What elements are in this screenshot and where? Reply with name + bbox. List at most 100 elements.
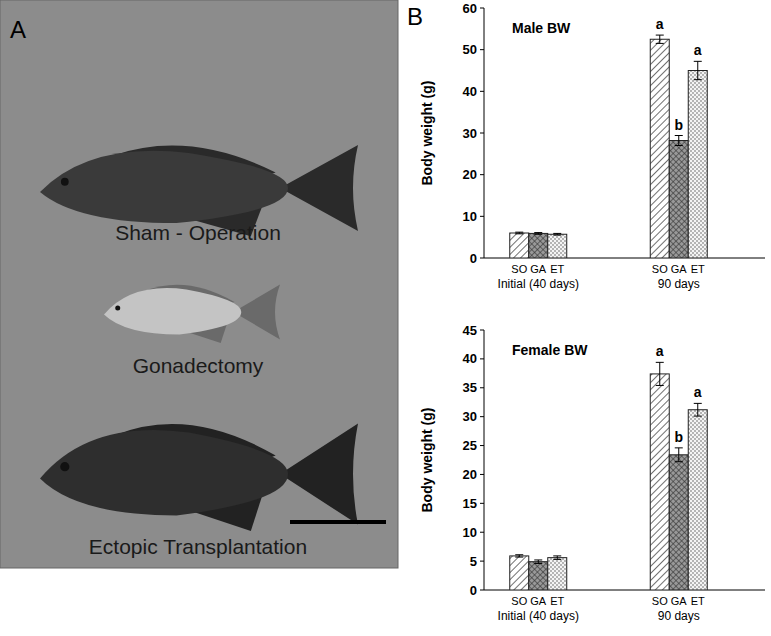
error-bar xyxy=(553,233,561,235)
y-tick-label: 45 xyxy=(463,323,477,338)
y-tick-label: 50 xyxy=(463,42,477,57)
y-tick xyxy=(480,174,484,175)
y-tick xyxy=(480,8,484,9)
y-axis xyxy=(484,330,485,590)
y-tick xyxy=(480,561,484,562)
x-tick-label: GA xyxy=(671,595,688,607)
significance-letter: a xyxy=(656,16,664,32)
chart-title: Male BW xyxy=(512,20,571,36)
x-tick-label: GA xyxy=(530,263,547,275)
x-tick-label: ET xyxy=(691,595,705,607)
photo-label: Ectopic Transplantation xyxy=(89,535,307,558)
photo-background xyxy=(0,0,398,568)
y-axis-title: Body weight (g) xyxy=(419,81,435,186)
scale-bar xyxy=(290,520,386,524)
y-axis-title: Body weight (g) xyxy=(419,408,435,513)
bar-chart: 0 5 10 15 20 25 30 35 40 45 Body weight (g) Female … xyxy=(419,323,765,624)
chart-title: Female BW xyxy=(512,342,588,358)
y-tick xyxy=(480,387,484,388)
y-tick-label: 20 xyxy=(463,167,477,182)
x-tick-label: ET xyxy=(550,263,564,275)
panel-label: B xyxy=(407,3,423,30)
bar xyxy=(548,234,567,258)
bar xyxy=(650,374,669,590)
photo-frame xyxy=(0,0,398,568)
x-tick-label: SO xyxy=(652,595,668,607)
y-tick xyxy=(480,91,484,92)
x-tick-label: SO xyxy=(511,595,527,607)
significance-letter: b xyxy=(674,117,683,133)
error-bar xyxy=(534,233,542,235)
y-tick-label: 30 xyxy=(463,126,477,141)
error-bar xyxy=(553,556,561,559)
y-tick-label: 0 xyxy=(470,583,477,598)
significance-letter: b xyxy=(674,429,683,445)
fish xyxy=(40,423,358,531)
bar xyxy=(548,558,567,590)
bar xyxy=(510,556,529,590)
error-bar xyxy=(515,555,523,557)
bars xyxy=(510,362,708,590)
y-tick-label: 10 xyxy=(463,209,477,224)
bar xyxy=(529,562,548,590)
error-bar xyxy=(515,232,523,234)
y-axis xyxy=(484,8,485,258)
y-tick xyxy=(480,416,484,417)
y-tick-label: 60 xyxy=(463,1,477,16)
photo-label: Gonadectomy xyxy=(133,354,264,377)
y-tick xyxy=(480,216,484,217)
photo-panel: Sham - Operation Gonadectomy Ectopic Trans… xyxy=(0,0,398,568)
bar xyxy=(669,141,688,259)
y-tick xyxy=(480,330,484,331)
x-tick-label: GA xyxy=(671,263,688,275)
error-bar xyxy=(656,35,664,43)
figure: Sham - Operation Gonadectomy Ectopic Trans… xyxy=(0,0,771,636)
group-label: Initial (40 days) xyxy=(498,609,579,623)
y-tick xyxy=(480,590,484,591)
error-bar xyxy=(675,136,683,146)
y-tick-label: 10 xyxy=(463,525,477,540)
group-label: Initial (40 days) xyxy=(498,277,579,291)
y-tick xyxy=(480,445,484,446)
y-tick xyxy=(480,133,484,134)
y-tick-label: 5 xyxy=(470,554,477,569)
error-bar xyxy=(675,448,683,462)
y-tick xyxy=(480,474,484,475)
x-tick-label: GA xyxy=(530,595,547,607)
bar xyxy=(688,410,707,590)
significance-letter: a xyxy=(694,384,702,400)
group-label: 90 days xyxy=(658,277,700,291)
y-tick xyxy=(480,532,484,533)
y-tick-label: 30 xyxy=(463,409,477,424)
y-tick xyxy=(480,49,484,50)
bar xyxy=(510,233,529,258)
y-tick-label: 20 xyxy=(463,467,477,482)
y-tick-label: 25 xyxy=(463,438,477,453)
bar xyxy=(669,455,688,590)
bar xyxy=(650,39,669,258)
significance-letter: a xyxy=(694,42,702,58)
error-bar xyxy=(694,61,702,79)
y-tick-label: 15 xyxy=(463,496,477,511)
y-tick xyxy=(480,258,484,259)
y-tick xyxy=(480,358,484,359)
y-tick xyxy=(480,503,484,504)
bar xyxy=(529,233,548,258)
fish xyxy=(104,285,280,344)
error-bar xyxy=(656,362,664,385)
bars xyxy=(510,35,708,258)
x-tick-label: SO xyxy=(652,263,668,275)
y-tick-label: 40 xyxy=(463,351,477,366)
error-bar xyxy=(534,560,542,563)
bar xyxy=(688,71,707,259)
x-tick-label: ET xyxy=(691,263,705,275)
y-tick-label: 40 xyxy=(463,84,477,99)
y-tick-label: 35 xyxy=(463,380,477,395)
x-tick-label: ET xyxy=(550,595,564,607)
x-tick-label: SO xyxy=(511,263,527,275)
group-label: 90 days xyxy=(658,609,700,623)
bar-chart: 0102030405060Body weight (g)Male BWSOGAE… xyxy=(419,1,765,292)
error-bar xyxy=(694,403,702,416)
panel-label: A xyxy=(10,16,26,43)
photo-label: Sham - Operation xyxy=(115,221,281,244)
